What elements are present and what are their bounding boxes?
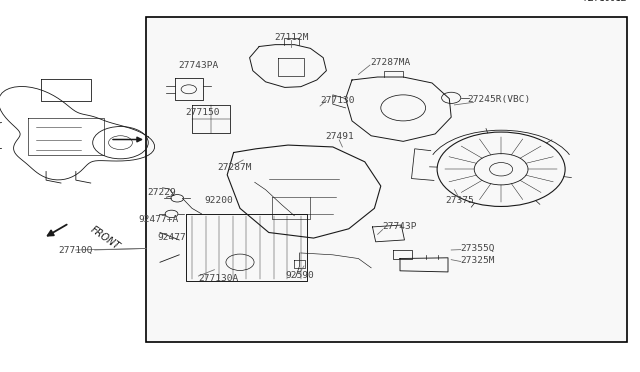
Text: 277150: 277150 <box>185 108 220 117</box>
Text: 27743PA: 27743PA <box>179 61 218 70</box>
Text: 92477+A: 92477+A <box>139 215 179 224</box>
Text: 27375: 27375 <box>445 196 474 205</box>
Text: 277130A: 277130A <box>198 274 239 283</box>
Text: 27710Q: 27710Q <box>58 246 93 254</box>
Text: 27112M: 27112M <box>274 33 308 42</box>
Text: 277130: 277130 <box>320 96 355 105</box>
Text: 92477: 92477 <box>157 233 186 242</box>
Text: 92200: 92200 <box>205 196 234 205</box>
Text: 27229: 27229 <box>147 188 175 197</box>
Text: 27355Q: 27355Q <box>461 244 495 253</box>
Text: FRONT: FRONT <box>88 224 122 252</box>
Text: 27325M: 27325M <box>461 256 495 265</box>
Text: R271001Z: R271001Z <box>583 0 626 3</box>
Text: 27287M: 27287M <box>217 163 252 172</box>
Bar <box>146 17 627 342</box>
Text: 27245R(VBC): 27245R(VBC) <box>467 95 531 104</box>
Text: 92590: 92590 <box>285 271 314 280</box>
Text: 27287MA: 27287MA <box>370 58 410 67</box>
Text: 27491: 27491 <box>325 132 353 141</box>
Text: 27743P: 27743P <box>383 222 417 231</box>
